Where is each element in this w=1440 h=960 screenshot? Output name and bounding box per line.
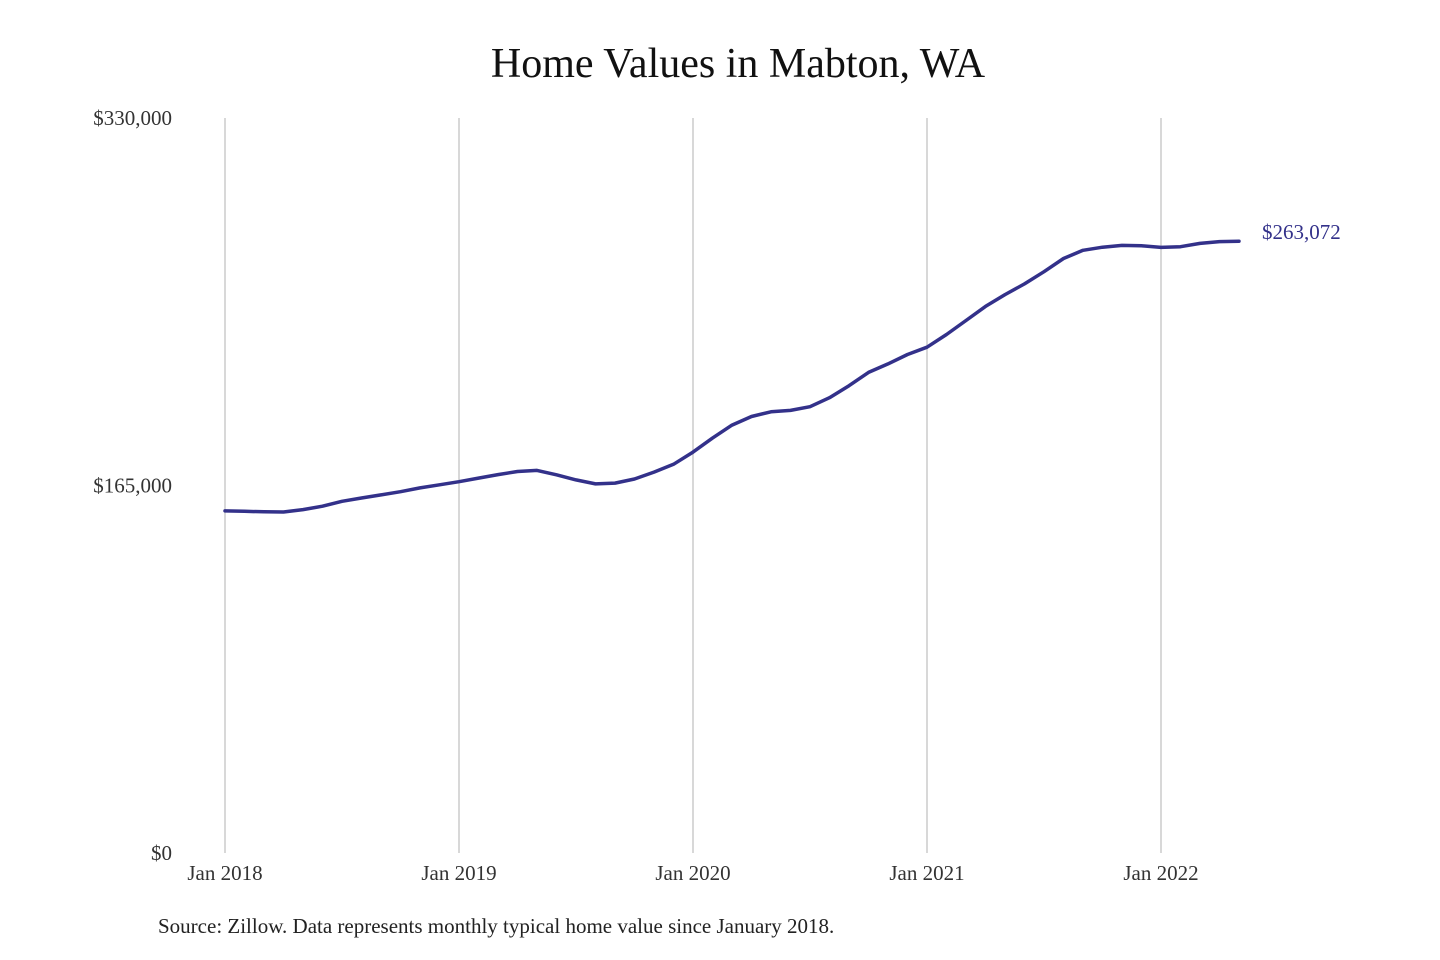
end-label-group: $263,072	[1262, 220, 1341, 244]
x-tick-label: Jan 2020	[655, 861, 730, 885]
y-tick-label: $0	[151, 841, 172, 865]
chart-title: Home Values in Mabton, WA	[490, 41, 986, 87]
x-tick-label: Jan 2021	[889, 861, 964, 885]
x-axis: Jan 2018 Jan 2019 Jan 2020 Jan 2021 Jan 2022	[187, 861, 1198, 885]
x-tick-label: Jan 2019	[421, 861, 496, 885]
gridlines	[224, 118, 1162, 853]
source-note: Source: Zillow. Data represents monthly …	[158, 914, 835, 938]
end-value-label: $263,072	[1262, 220, 1341, 244]
y-tick-label: $165,000	[93, 474, 172, 498]
x-tick-label: Jan 2018	[187, 861, 262, 885]
series-line	[223, 239, 1241, 514]
x-tick-label: Jan 2022	[1123, 861, 1198, 885]
series-group	[223, 239, 1241, 514]
y-tick-label: $330,000	[93, 106, 172, 130]
y-axis: $0 $165,000 $330,000	[93, 106, 172, 865]
